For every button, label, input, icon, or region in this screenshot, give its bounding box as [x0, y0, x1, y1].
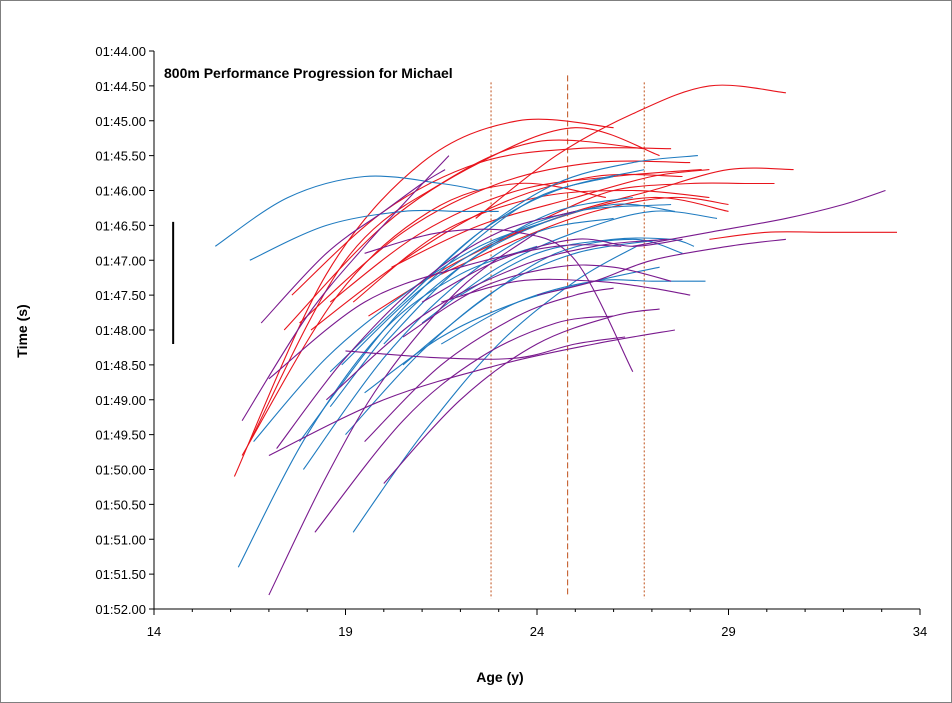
series-line-blue	[214, 175, 480, 247]
series-line-blue	[460, 237, 695, 296]
y-tick-label: 01:49.50	[95, 428, 146, 443]
y-tick-label: 01:47.50	[95, 288, 146, 303]
x-axis-title: Age (y)	[476, 669, 523, 685]
chart-title: 800m Performance Progression for Michael	[164, 65, 453, 81]
series-line-purple	[364, 287, 614, 442]
series-line-purple	[632, 189, 886, 247]
series-line-purple	[276, 210, 576, 449]
series-line-blue	[352, 245, 637, 533]
x-tick-label: 14	[147, 624, 161, 639]
series-line-red	[291, 147, 672, 296]
y-tick-label: 01:51.50	[95, 567, 146, 582]
series-line-purple	[241, 155, 450, 421]
series-line-blue	[237, 245, 538, 568]
series-line-red	[498, 167, 794, 240]
series-line-red	[249, 139, 645, 442]
y-tick-label: 01:44.00	[95, 44, 146, 59]
series-line-red	[329, 169, 702, 303]
series-line-purple	[268, 231, 538, 596]
series-line-purple	[536, 238, 786, 296]
series-line-blue	[329, 169, 645, 373]
series-line-purple	[383, 308, 660, 484]
x-tick-label: 29	[721, 624, 735, 639]
series-line-blue	[302, 217, 614, 470]
series-line-red	[475, 84, 786, 219]
series-line-red	[241, 182, 606, 456]
series-line-blue	[421, 210, 718, 324]
series-line-purple	[314, 315, 614, 533]
series-line-red	[544, 182, 775, 219]
series-line-purple	[260, 169, 446, 324]
series-line-purple	[268, 244, 622, 380]
y-tick-label: 01:48.50	[95, 358, 146, 373]
series-line-red	[299, 160, 691, 324]
y-tick-label: 01:45.50	[95, 149, 146, 164]
y-tick-label: 01:52.00	[95, 602, 146, 617]
series-line-purple	[421, 238, 683, 303]
y-tick-label: 01:50.00	[95, 463, 146, 478]
x-tick-label: 19	[338, 624, 352, 639]
y-tick-label: 01:44.50	[95, 79, 146, 94]
y-tick-label: 01:49.00	[95, 393, 146, 408]
series-line-red	[441, 196, 729, 275]
y-tick-label: 01:51.00	[95, 532, 146, 547]
x-tick-label: 24	[530, 624, 544, 639]
series-line-blue	[249, 209, 499, 261]
series-line-purple	[326, 238, 668, 401]
series-line-red	[283, 127, 660, 331]
series-line-blue	[341, 203, 672, 366]
series-line-red	[709, 231, 897, 240]
series-line-red	[233, 118, 614, 477]
series-line-purple	[441, 278, 691, 303]
series-line-blue	[383, 203, 675, 345]
y-tick-label: 01:50.50	[95, 497, 146, 512]
series-line-purple	[268, 329, 675, 456]
y-tick-label: 01:48.00	[95, 323, 146, 338]
series-line-blue	[299, 175, 614, 442]
y-tick-label: 01:46.00	[95, 184, 146, 199]
series-line-red	[391, 169, 710, 268]
y-tick-label: 01:46.50	[95, 218, 146, 233]
y-axis-title: Time (s)	[14, 304, 30, 357]
series-line-blue	[441, 279, 706, 345]
y-tick-label: 01:47.00	[95, 253, 146, 268]
x-tick-label: 34	[913, 624, 927, 639]
series-line-purple	[402, 264, 672, 338]
series-line-blue	[402, 155, 698, 303]
y-tick-label: 01:45.00	[95, 114, 146, 129]
series-line-purple	[364, 228, 634, 373]
series-line-blue	[253, 217, 557, 442]
